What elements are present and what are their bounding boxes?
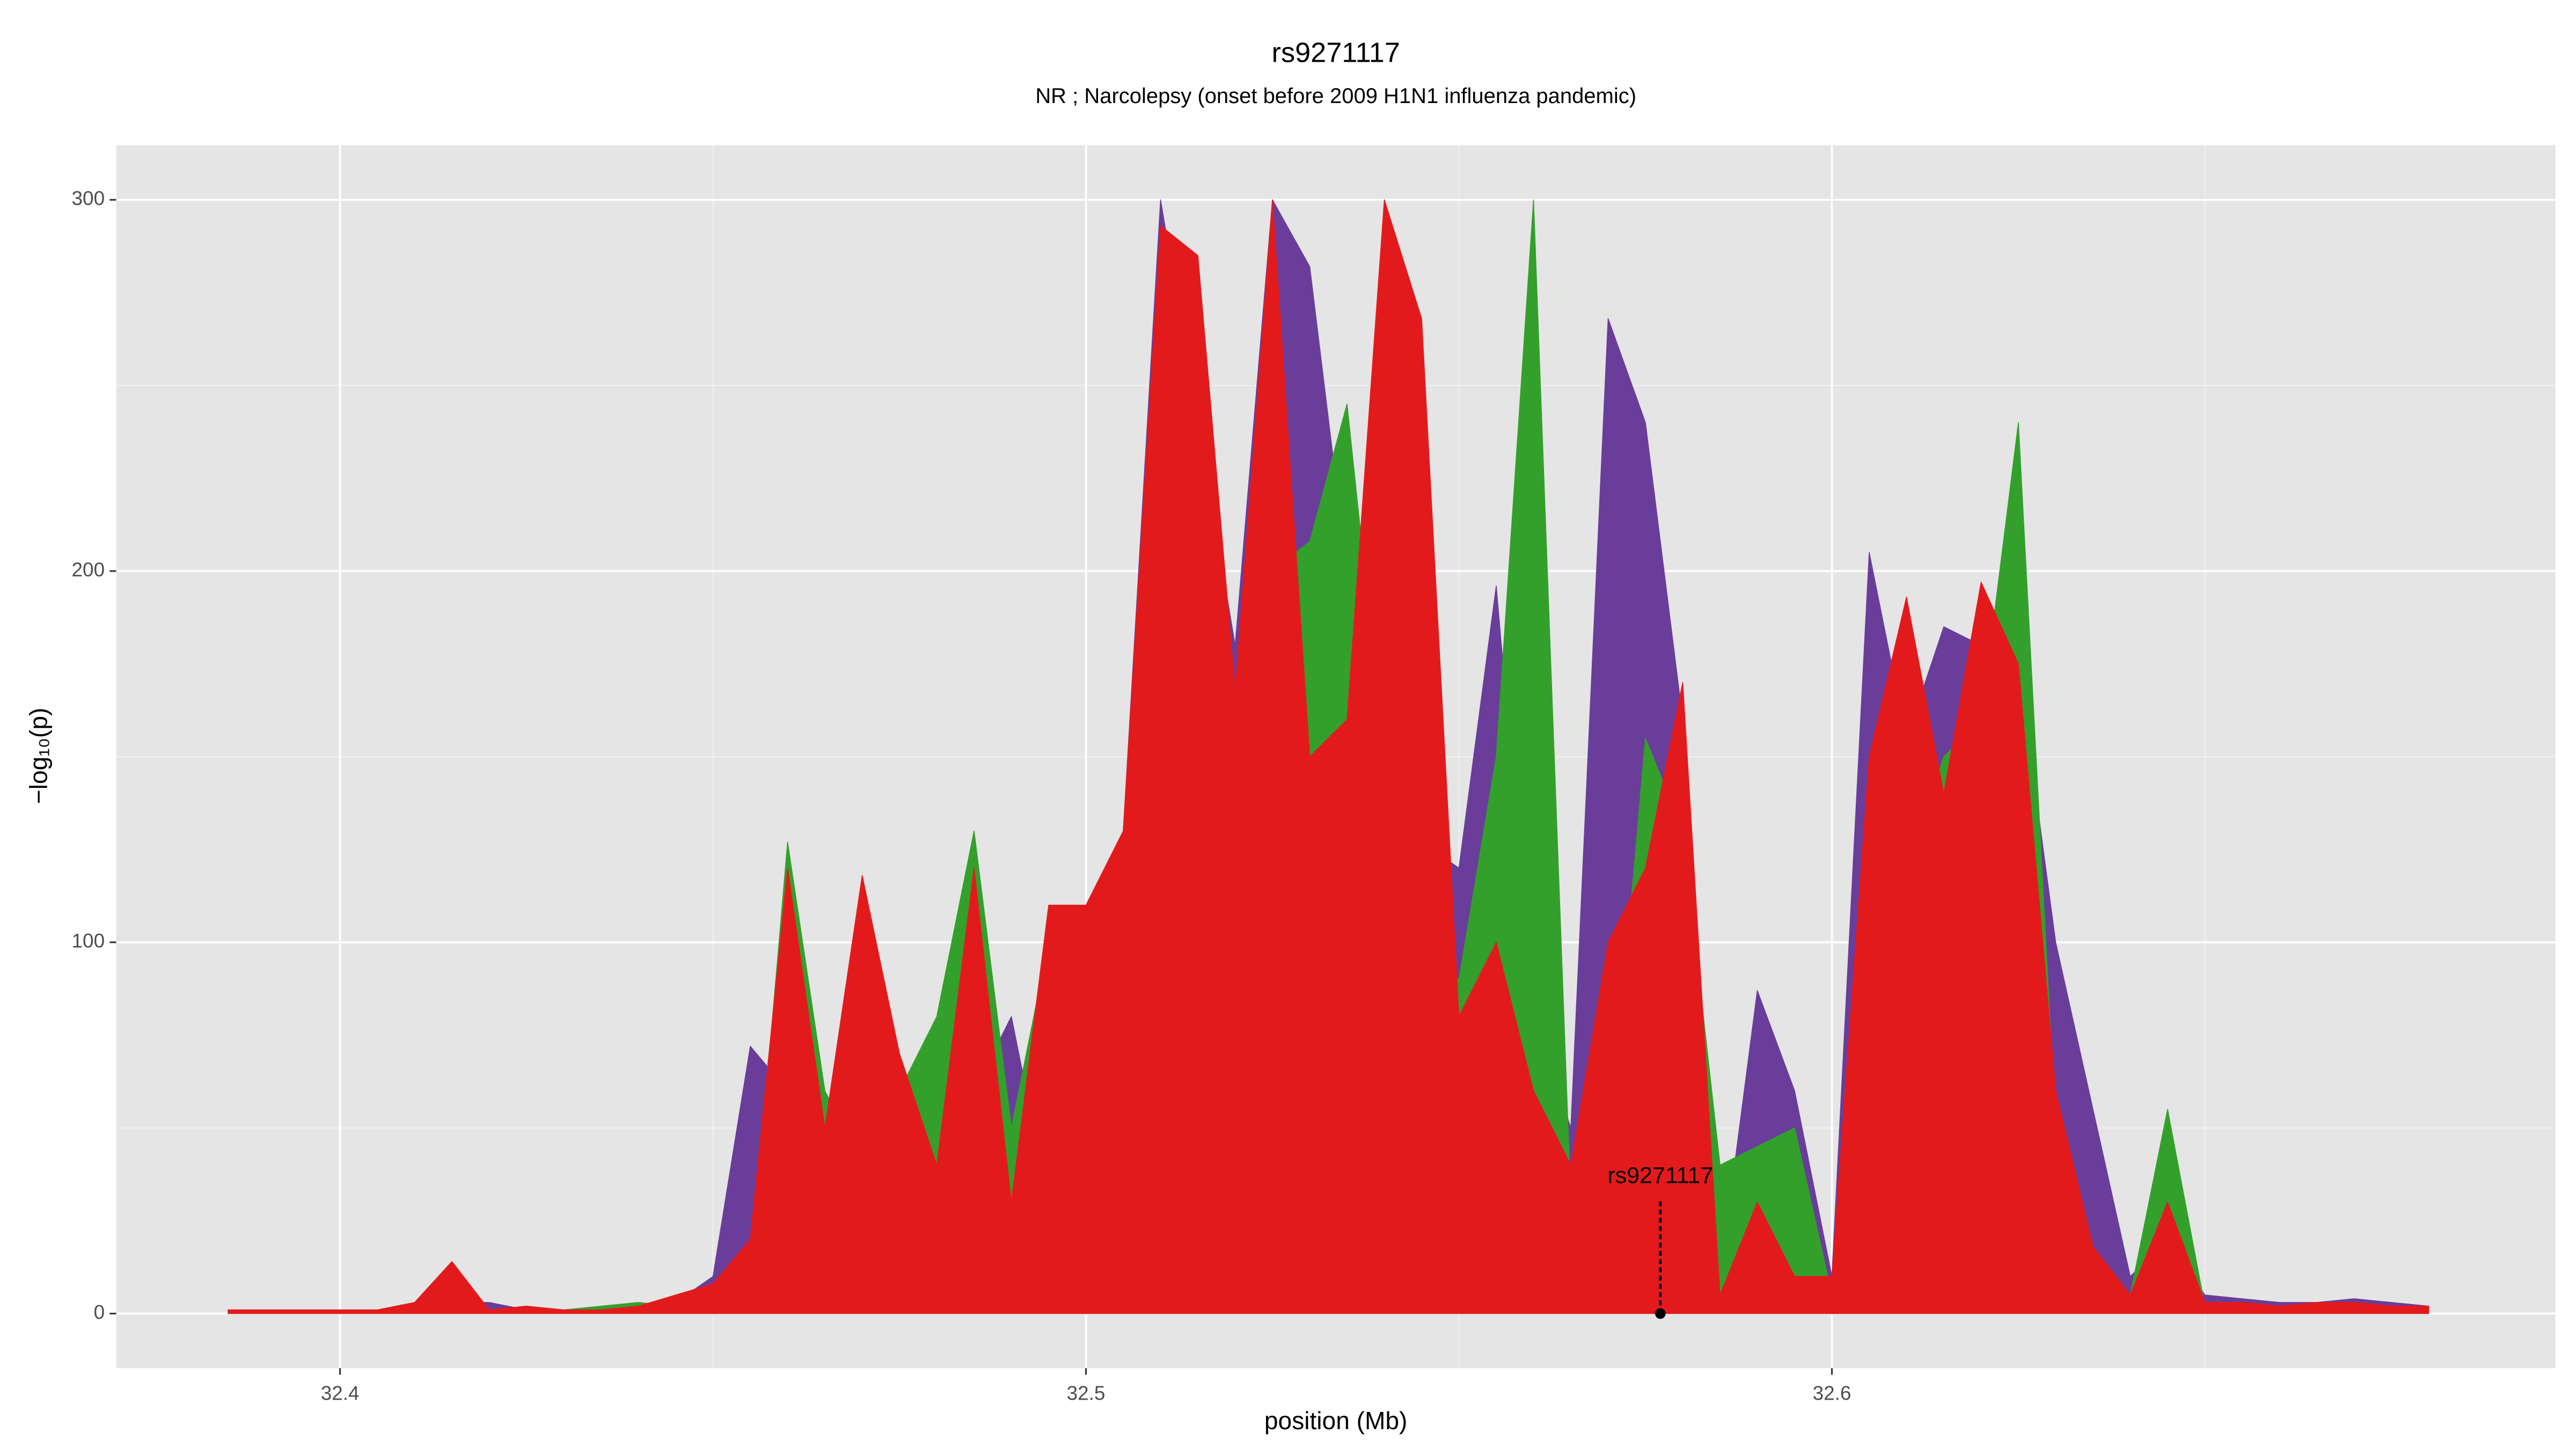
- x-tick-label: 32.4: [321, 1382, 360, 1404]
- labels: 0 100 200 300 32.4 32.5 32.6: [72, 187, 1851, 1404]
- annotation-point: [1655, 1308, 1666, 1319]
- y-tick-label: 200: [72, 559, 105, 581]
- y-tick-label: 100: [72, 930, 105, 952]
- chart-subtitle: NR ; Narcolepsy (onset before 2009 H1N1 …: [1035, 84, 1636, 108]
- area: [228, 199, 2429, 1314]
- x-axis-title: position (Mb): [1264, 1407, 1408, 1435]
- marks: rs9271117: [228, 199, 2429, 1319]
- y-tick-label: 0: [94, 1301, 105, 1323]
- y-tick-label: 300: [72, 187, 105, 209]
- chart-title: rs9271117: [1272, 37, 1400, 68]
- annotation-label: rs9271117: [1607, 1163, 1713, 1189]
- x-tick-label: 32.5: [1067, 1382, 1106, 1404]
- x-tick-label: 32.6: [1813, 1382, 1851, 1404]
- y-axis-title: −log₁₀(p): [24, 708, 52, 804]
